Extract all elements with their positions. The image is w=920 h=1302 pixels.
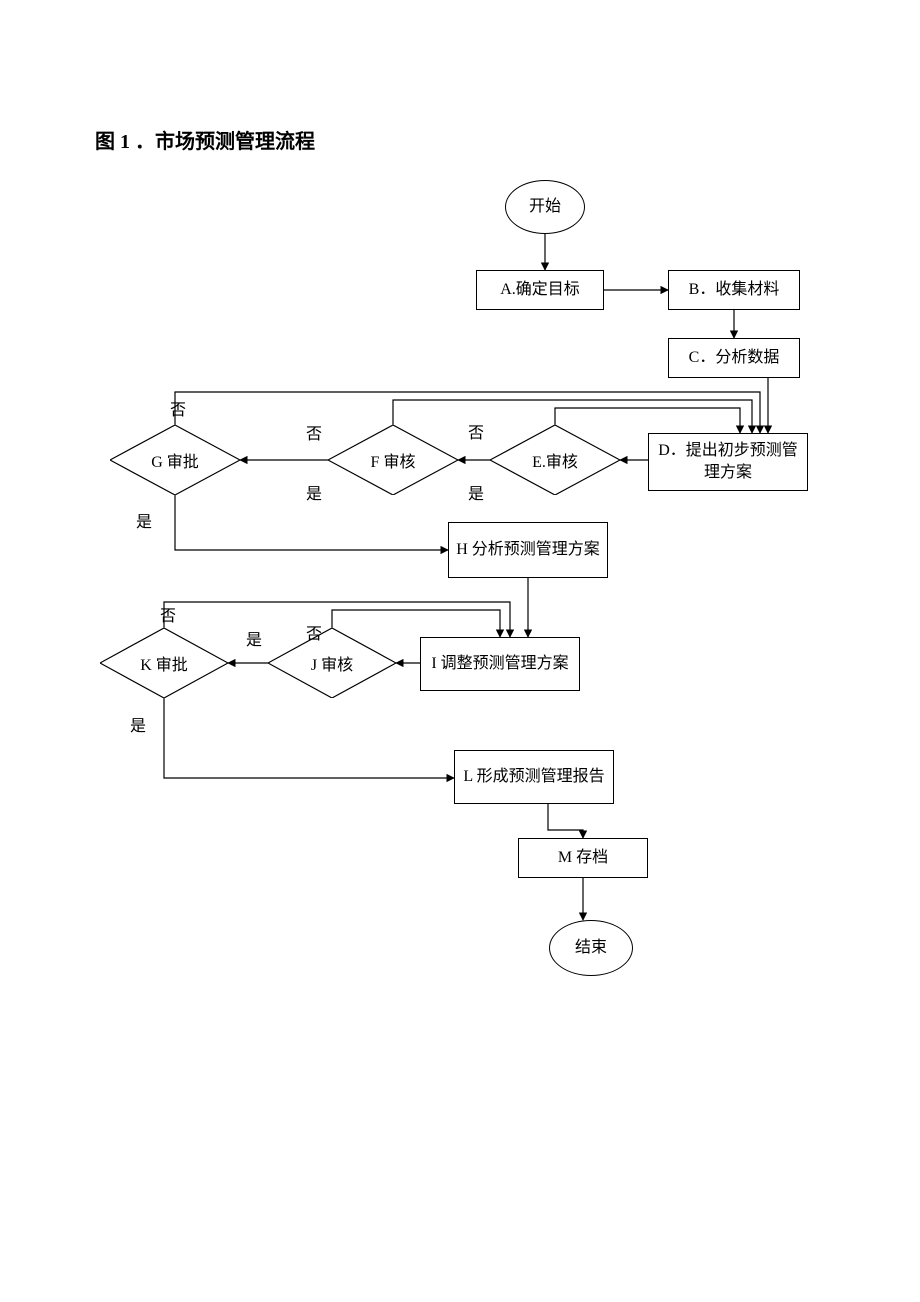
edge-17 bbox=[548, 804, 583, 838]
edge-label-7: 是 bbox=[246, 626, 262, 650]
node-G: G 审批 bbox=[110, 425, 240, 495]
node-start: 开始 bbox=[505, 180, 585, 234]
node-G-label: G 审批 bbox=[110, 425, 240, 495]
edge-label-3: 是 bbox=[468, 480, 484, 504]
node-I: I 调整预测管理方案 bbox=[420, 637, 580, 691]
node-E: E.审核 bbox=[490, 425, 620, 495]
edge-label-1: 否 bbox=[306, 420, 322, 444]
node-D: D．提出初步预测管理方案 bbox=[648, 433, 808, 491]
edge-label-2: 否 bbox=[170, 396, 186, 420]
node-J-label: J 审核 bbox=[268, 628, 396, 698]
node-E-label: E.审核 bbox=[490, 425, 620, 495]
node-F: F 审核 bbox=[328, 425, 458, 495]
figure-title: 图 1 ．市场预测管理流程 bbox=[95, 125, 315, 154]
node-F-label: F 审核 bbox=[328, 425, 458, 495]
node-K: K 审批 bbox=[100, 628, 228, 698]
node-K-label: K 审批 bbox=[100, 628, 228, 698]
node-A: A.确定目标 bbox=[476, 270, 604, 310]
edge-label-9: 是 bbox=[130, 712, 146, 736]
node-H: H 分析预测管理方案 bbox=[448, 522, 608, 578]
node-C: C．分析数据 bbox=[668, 338, 800, 378]
node-L: L 形成预测管理报告 bbox=[454, 750, 614, 804]
edge-label-6: 否 bbox=[306, 620, 322, 644]
edge-label-5: 是 bbox=[136, 508, 152, 532]
node-B: B．收集材料 bbox=[668, 270, 800, 310]
node-M: M 存档 bbox=[518, 838, 648, 878]
node-J: J 审核 bbox=[268, 628, 396, 698]
edge-label-4: 是 bbox=[306, 480, 322, 504]
edge-label-8: 否 bbox=[160, 602, 176, 626]
edge-label-0: 否 bbox=[468, 419, 484, 443]
edge-16 bbox=[164, 698, 454, 778]
node-end: 结束 bbox=[549, 920, 633, 976]
flowchart-canvas: 图 1 ．市场预测管理流程 开始 A.确定目标 B．收集材料 C．分析数据 D．提出初步… bbox=[0, 0, 920, 1302]
